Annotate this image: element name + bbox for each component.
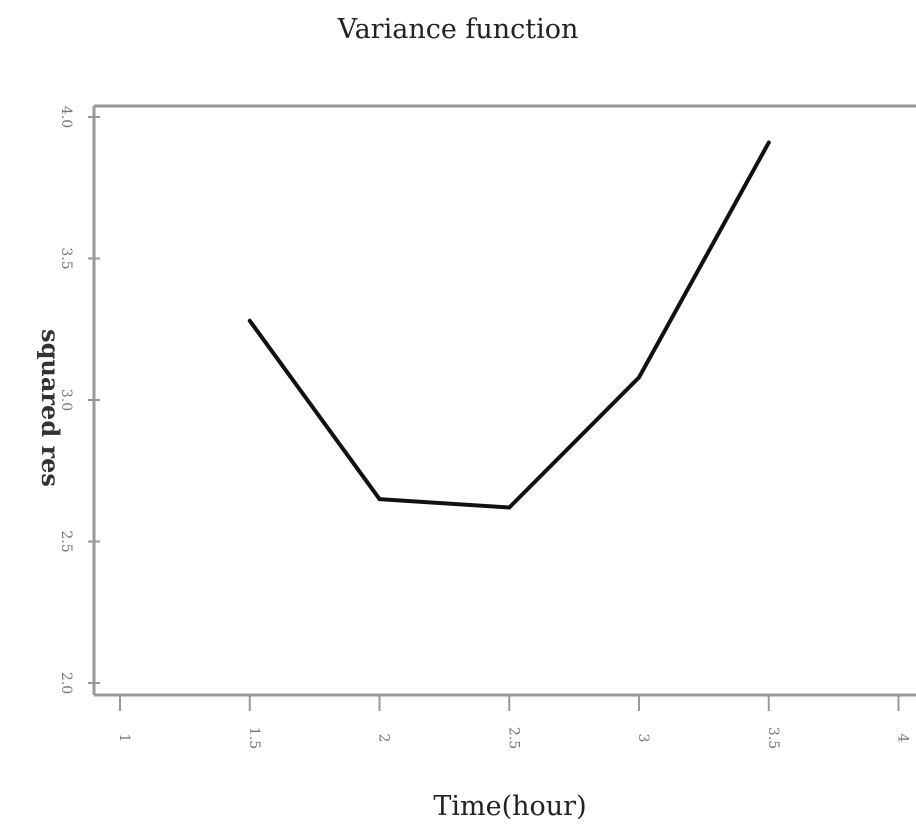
y-tick-label: 3.5 xyxy=(58,247,74,269)
x-tick-label: 1.5 xyxy=(246,727,262,749)
y-tick-label: 4.0 xyxy=(58,106,74,128)
x-tick-label: 1 xyxy=(116,734,132,743)
chart-title: Variance function xyxy=(337,14,579,45)
y-tick-label: 3.0 xyxy=(58,389,74,411)
series-line xyxy=(247,140,771,510)
x-tick-label: 2 xyxy=(376,734,392,743)
x-axis-ticks: 1 1.5 2 2.5 3 3.5 4 xyxy=(116,695,911,749)
x-tick-label: 3 xyxy=(635,734,651,743)
x-tick-label: 4 xyxy=(895,734,911,743)
series-layer xyxy=(247,140,771,510)
x-tick-label: 2.5 xyxy=(505,727,521,749)
y-tick-label: 2.5 xyxy=(58,530,74,552)
y-axis-ticks: 2.0 2.5 3.0 3.5 4.0 xyxy=(58,106,100,694)
x-tick-label: 3.5 xyxy=(765,727,781,749)
plot-area xyxy=(94,106,916,695)
y-tick-label: 2.0 xyxy=(58,672,74,694)
x-axis-label: Time(hour) xyxy=(433,791,586,822)
y-axis-label: squared res xyxy=(36,329,65,487)
